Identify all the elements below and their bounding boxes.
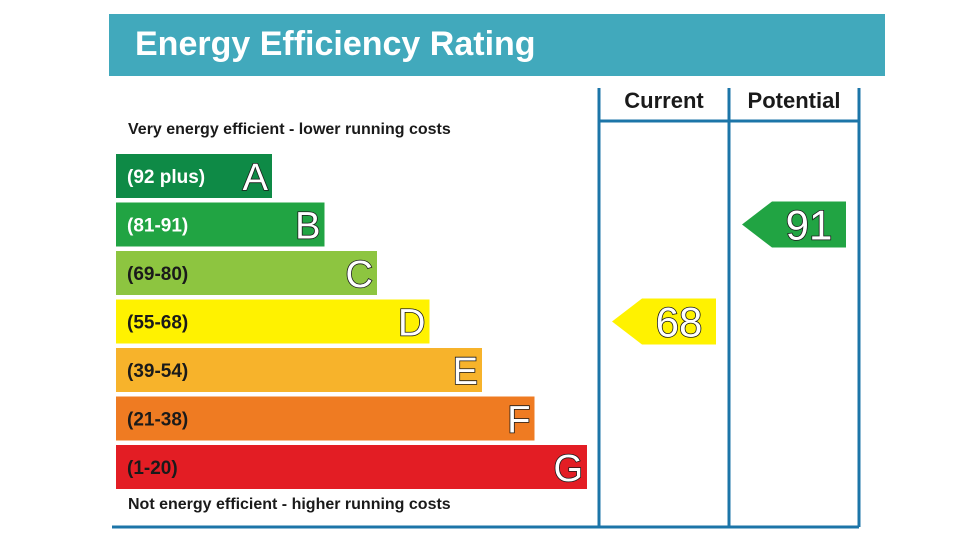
chart-title: Energy Efficiency Rating <box>135 25 536 63</box>
band-d-letter: D <box>398 303 425 345</box>
band-a-bar <box>116 154 272 198</box>
current-rating-arrow <box>612 298 716 345</box>
band-b-letter: B <box>295 206 320 248</box>
top-caption: Very energy efficient - lower running co… <box>128 121 451 138</box>
band-c-bar <box>116 251 377 295</box>
band-e-bar <box>116 348 482 392</box>
band-c-range: (69-80) <box>127 264 188 285</box>
potential-column-header: Potential <box>747 88 841 113</box>
band-g-bar <box>116 445 587 489</box>
band-a-letter: A <box>243 157 269 199</box>
band-f-letter: F <box>507 400 530 442</box>
current-column-header: Current <box>624 88 704 113</box>
band-g-letter: G <box>553 448 583 490</box>
band-f-range: (21-38) <box>127 410 188 431</box>
band-c-letter: C <box>346 254 373 296</box>
band-f-bar <box>116 396 535 441</box>
band-b-bar <box>116 202 325 247</box>
header-bar: Energy Efficiency Rating <box>109 14 885 76</box>
band-e-range: (39-54) <box>127 361 188 382</box>
current-rating-value: 68 <box>656 299 703 346</box>
band-a-range: (92 plus) <box>127 167 205 188</box>
potential-rating-value: 91 <box>786 202 833 249</box>
band-g-range: (1-20) <box>127 458 178 479</box>
band-e-letter: E <box>453 351 478 393</box>
band-d-bar <box>116 299 430 344</box>
bottom-caption: Not energy efficient - higher running co… <box>128 496 451 513</box>
band-b-range: (81-91) <box>127 216 188 237</box>
potential-rating-arrow <box>742 201 846 248</box>
band-d-range: (55-68) <box>127 313 188 334</box>
